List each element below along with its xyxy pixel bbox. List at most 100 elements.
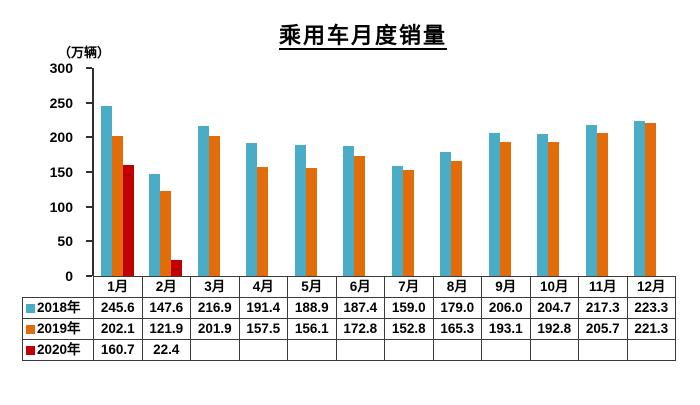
bar-slot: [548, 68, 560, 276]
chart-title-text: 乘用车月度销量: [278, 23, 447, 48]
bar-slot: [149, 68, 161, 276]
value-cell: 152.8: [384, 318, 434, 340]
bar-slot: [596, 68, 608, 276]
y-axis-tick-label: 150: [49, 164, 73, 180]
bar-2018年-11月: [585, 125, 597, 276]
bar-group-9月: [481, 68, 530, 276]
series-legend-cell: 2018年: [22, 297, 94, 319]
value-cell: 202.1: [93, 318, 143, 340]
value-cell: [335, 339, 385, 361]
month-header-row: 1月 2月 3月 4月 5月 6月 7月 8月 9月 10月 11月 12月: [23, 276, 676, 298]
bar-2019年-7月: [402, 170, 414, 276]
data-table: 1月 2月 3月 4月 5月 6月 7月 8月 9月 10月 11月 12月 2018年 245.6 147…: [22, 276, 676, 361]
bar-slot: [634, 68, 646, 276]
bar-slot: [462, 68, 473, 276]
bar-2018年-9月: [488, 133, 500, 276]
bar-group-3月: [190, 68, 239, 276]
bar-group-10月: [530, 68, 579, 276]
month-header-cell: 10月: [529, 276, 579, 298]
month-header-cell: 2月: [141, 276, 191, 298]
bar-slot: [608, 68, 619, 276]
series-legend-cell: 2020年: [22, 339, 94, 361]
month-header-cell: 12月: [626, 276, 676, 298]
bar-group-8月: [433, 68, 482, 276]
bar-slot: [246, 68, 258, 276]
bar-slot: [317, 68, 328, 276]
bar-slot: [488, 68, 500, 276]
value-cell: [578, 339, 628, 361]
y-axis-tick-mark: [86, 101, 92, 104]
bar-slot: [354, 68, 366, 276]
bar-slot: [208, 68, 220, 276]
bar-slot: [440, 68, 452, 276]
series-row-2020年: 2020年 160.7 22.4: [22, 339, 676, 361]
bar-2019年-3月: [208, 136, 220, 276]
bar-slot: [111, 68, 123, 276]
series-name-label: 2018年: [37, 300, 81, 315]
value-cell: 121.9: [141, 318, 191, 340]
value-cell: 193.1: [481, 318, 531, 340]
month-header-cell: 1月: [93, 276, 143, 298]
bar-2019年-1月: [111, 136, 123, 276]
bar-group-7月: [384, 68, 433, 276]
value-cell: [481, 339, 531, 361]
plot-area: [93, 68, 675, 276]
bar-group-4月: [239, 68, 288, 276]
value-cell: 192.8: [529, 318, 579, 340]
bar-slot: [100, 68, 112, 276]
value-cell: [238, 339, 288, 361]
y-axis-tick-label: 250: [49, 94, 73, 111]
bar-slot: [537, 68, 549, 276]
bar-group-1月: [93, 68, 142, 276]
value-cell: [529, 339, 579, 361]
bar-slot: [414, 68, 425, 276]
bar-2018年-4月: [246, 143, 258, 276]
bar-2018年-2月: [149, 174, 161, 276]
bar-2018年-5月: [294, 145, 306, 276]
legend-swatch-2019年: [26, 325, 35, 334]
bar-group-5月: [287, 68, 336, 276]
value-cell: 160.7: [93, 339, 143, 361]
bar-slot: [451, 68, 463, 276]
month-header-cell: 4月: [238, 276, 288, 298]
bar-slot: [220, 68, 231, 276]
bar-2019年-11月: [596, 133, 608, 276]
bar-slot: [171, 68, 183, 276]
y-axis-unit-label: （万辆）: [58, 45, 111, 60]
bar-group-12月: [627, 68, 676, 276]
bar-2018年-6月: [343, 146, 355, 276]
value-cell: 216.9: [190, 297, 240, 319]
bar-slot: [656, 68, 667, 276]
value-cell: 147.6: [141, 297, 191, 319]
bar-slot: [268, 68, 279, 276]
month-header-cell: 6月: [335, 276, 385, 298]
bar-2019年-6月: [354, 156, 366, 276]
value-cell: 172.8: [335, 318, 385, 340]
value-cell: 205.7: [578, 318, 628, 340]
bar-slot: [122, 68, 134, 276]
bar-group-11月: [578, 68, 627, 276]
month-header-cell: 3月: [190, 276, 240, 298]
value-cell: 221.3: [626, 318, 676, 340]
value-cell: [626, 339, 676, 361]
y-axis-tick-mark: [86, 67, 92, 69]
y-axis-tick-mark: [86, 136, 92, 139]
bar-2018年-7月: [391, 166, 403, 276]
bar-slot: [257, 68, 269, 276]
value-cell: [432, 339, 482, 361]
bar-2018年-10月: [537, 134, 549, 276]
y-axis-tick-label: 50: [57, 233, 73, 250]
bar-slot: [305, 68, 317, 276]
y-axis-tick-label: 100: [49, 198, 73, 215]
bar-slot: [559, 68, 570, 276]
bar-slot: [645, 68, 657, 276]
value-cell: 159.0: [384, 297, 434, 319]
y-axis-tick-label: 300: [49, 60, 73, 76]
value-cell: 187.4: [335, 297, 385, 319]
y-axis-tick-label: 200: [49, 129, 73, 146]
bar-slot: [197, 68, 209, 276]
value-cell: 245.6: [93, 297, 143, 319]
month-header-cell: 5月: [287, 276, 337, 298]
value-cell: [190, 339, 240, 361]
legend-swatch-2020年: [26, 346, 35, 355]
